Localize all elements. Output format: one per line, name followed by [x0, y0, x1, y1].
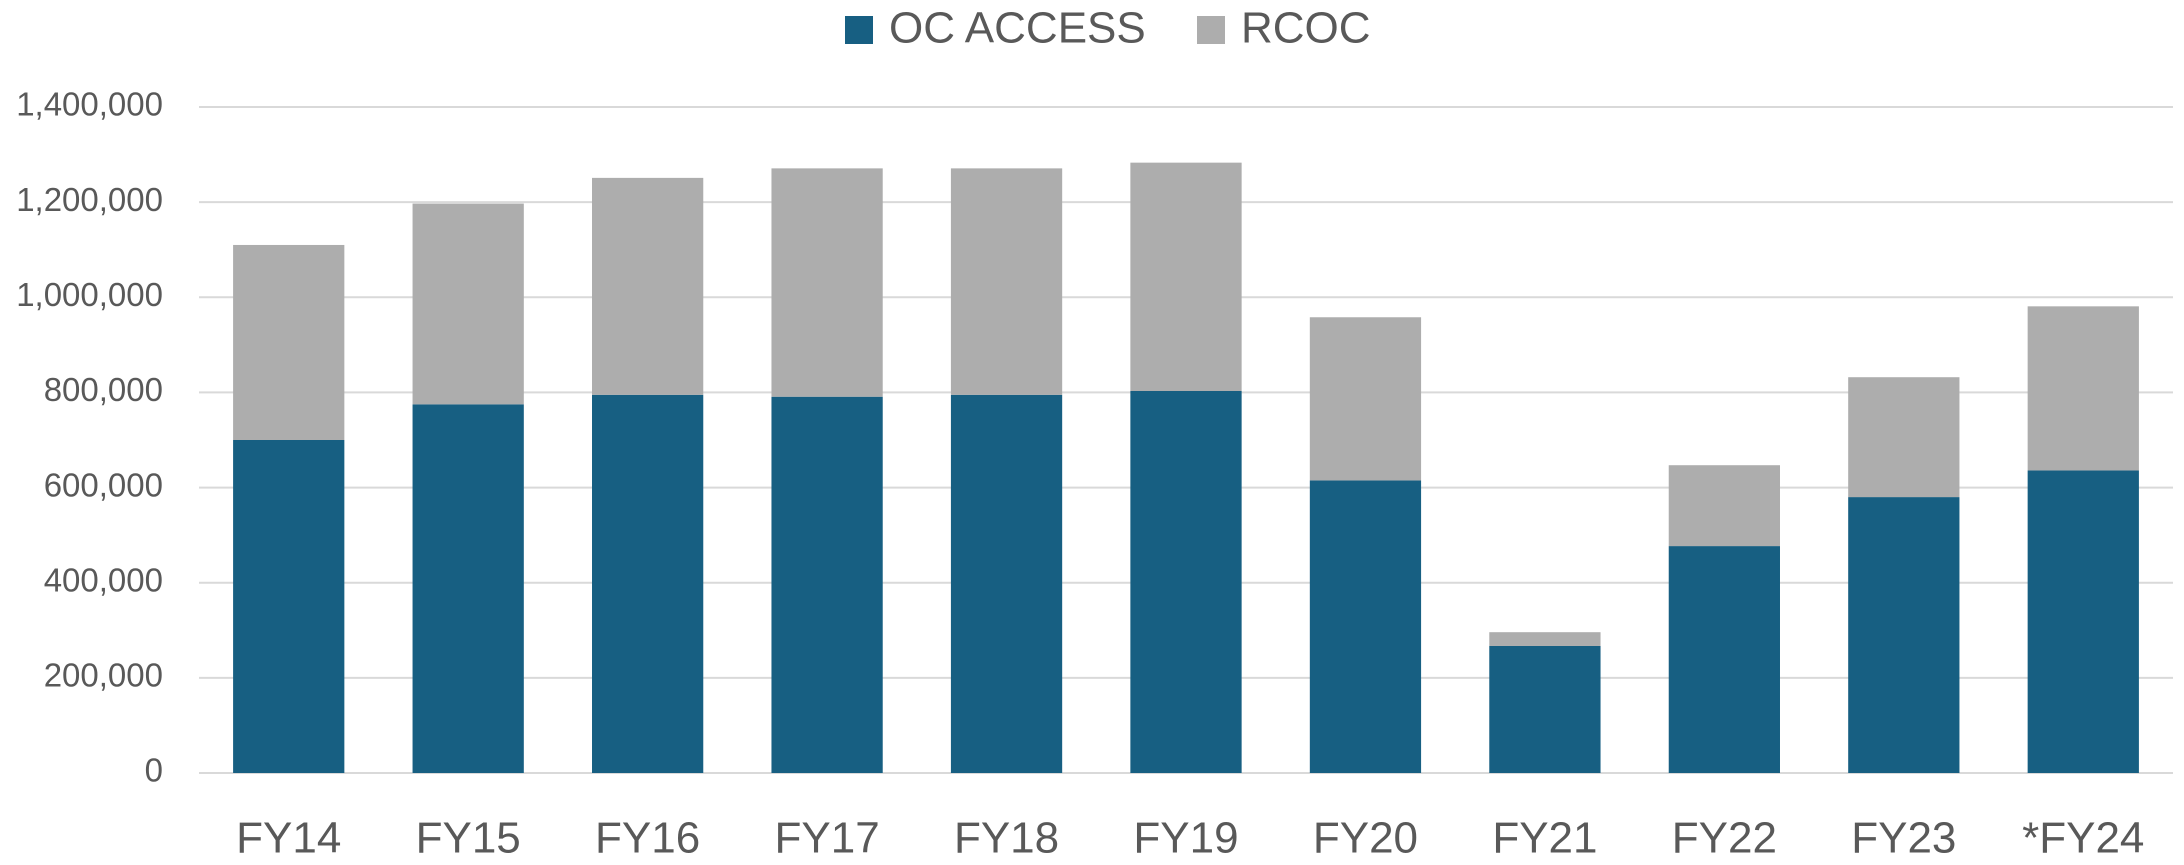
x-tick-label: FY22 — [1672, 814, 1777, 863]
x-tick-label: FY14 — [236, 814, 341, 863]
bar-segment — [1309, 317, 1422, 481]
x-tick-label: FY23 — [1851, 814, 1956, 863]
bar-segment — [1130, 162, 1242, 392]
y-tick-label: 1,000,000 — [16, 276, 163, 313]
bar-segment — [233, 244, 345, 440]
bar-segment — [412, 404, 524, 773]
y-tick-label: 0 — [145, 752, 163, 789]
bar-segment — [1848, 497, 1960, 773]
bar-segment — [1668, 465, 1780, 547]
bar-segment — [1489, 645, 1601, 773]
y-tick-label: 1,200,000 — [16, 181, 163, 218]
x-tick-label: FY19 — [1133, 814, 1238, 863]
legend-swatch — [1197, 16, 1225, 44]
bar-segment — [592, 394, 704, 773]
x-tick-label: FY17 — [775, 814, 880, 863]
y-tick-label: 1,400,000 — [16, 86, 163, 123]
x-tick-label: FY18 — [954, 814, 1059, 863]
x-tick-label: *FY24 — [2022, 814, 2144, 863]
bar-segment — [592, 177, 704, 395]
x-tick-label: FY21 — [1492, 814, 1597, 863]
bar-segment — [1130, 391, 1242, 773]
bar-segment — [950, 168, 1063, 395]
x-tick-label: FY20 — [1313, 814, 1418, 863]
bar-segment — [1309, 480, 1422, 773]
bar-segment — [771, 396, 883, 773]
bar-segment — [2027, 306, 2139, 471]
bar-segment — [1489, 632, 1601, 646]
y-tick-label: 600,000 — [44, 466, 163, 503]
x-tick-label: FY16 — [595, 814, 700, 863]
bar-segment — [233, 440, 345, 773]
bar-segment — [2027, 470, 2139, 773]
bar-segment — [1848, 377, 1960, 498]
bar-segment — [771, 168, 883, 397]
legend-label: OC ACCESS — [889, 4, 1146, 53]
legend-swatch — [845, 16, 873, 44]
y-tick-label: 400,000 — [44, 561, 163, 598]
y-tick-label: 800,000 — [44, 371, 163, 408]
bar-segment — [412, 203, 524, 405]
y-tick-label: 200,000 — [44, 657, 163, 694]
bar-segment — [950, 394, 1063, 773]
legend-label: RCOC — [1241, 4, 1371, 53]
x-tick-label: FY15 — [416, 814, 521, 863]
bar-segment — [1668, 546, 1780, 773]
